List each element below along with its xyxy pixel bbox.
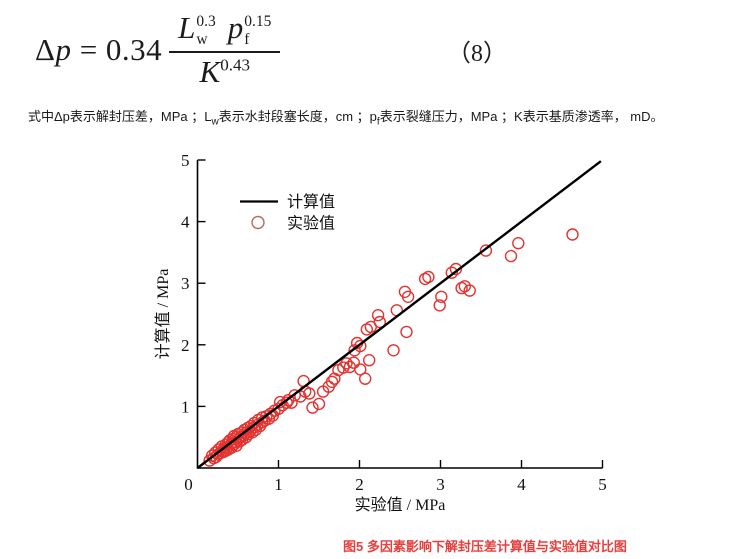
x-tick-label: 5 bbox=[598, 475, 607, 494]
equation-lhs: Δp = 0.34 bbox=[35, 32, 163, 67]
fraction-denominator: K0.43 bbox=[199, 54, 251, 90]
y-tick-label: 3 bbox=[181, 274, 190, 293]
data-point bbox=[400, 325, 413, 339]
x-tick-label: 3 bbox=[436, 475, 445, 494]
x-tick-label: 0 bbox=[184, 475, 193, 494]
y-tick-label: 4 bbox=[181, 213, 190, 232]
data-point bbox=[360, 323, 374, 336]
equation-number: （8） bbox=[447, 41, 507, 67]
axis-spines bbox=[196, 160, 603, 469]
data-point bbox=[387, 344, 400, 357]
scatter-chart: 1 2 3 4 5 0 1 2 3 4 5 实验值 / MPa 计算值 / MPa 计算值实验值 bbox=[150, 140, 620, 530]
data-point bbox=[422, 270, 435, 284]
legend-circle-sample bbox=[251, 215, 265, 230]
data-point bbox=[303, 387, 316, 400]
x-tick-label: 1 bbox=[274, 475, 283, 494]
data-point bbox=[463, 284, 476, 297]
data-point bbox=[371, 308, 385, 322]
data-point bbox=[449, 262, 463, 276]
data-point bbox=[325, 375, 339, 389]
data-point bbox=[479, 244, 493, 257]
data-point bbox=[354, 363, 367, 376]
x-axis-label: 实验值 / MPa bbox=[355, 496, 446, 514]
data-point bbox=[401, 290, 415, 304]
numerator-term: L 0.3 w bbox=[178, 10, 216, 49]
data-point bbox=[358, 372, 372, 385]
equation-8: Δp = 0.34 L 0.3 w p 0.15 f K0.43 bbox=[35, 8, 281, 92]
y-tick-label: 2 bbox=[181, 336, 190, 355]
calculated-line bbox=[196, 160, 602, 469]
data-point bbox=[566, 228, 579, 241]
data-point bbox=[306, 401, 319, 414]
y-tick-label: 5 bbox=[181, 151, 190, 170]
data-point bbox=[280, 396, 293, 409]
data-point bbox=[504, 249, 518, 263]
data-point bbox=[312, 397, 326, 411]
data-point bbox=[512, 236, 525, 250]
data-point bbox=[340, 357, 353, 370]
data-point bbox=[288, 389, 301, 402]
data-point bbox=[328, 372, 341, 385]
y-tick-label: 1 bbox=[181, 397, 190, 416]
data-point bbox=[362, 353, 376, 367]
data-point bbox=[347, 356, 361, 369]
data-point bbox=[445, 266, 458, 279]
data-point bbox=[435, 290, 448, 304]
data-point bbox=[237, 429, 250, 442]
fraction-numerator: L 0.3 w p 0.15 f bbox=[169, 10, 281, 54]
data-point bbox=[373, 315, 387, 329]
y-axis-label: 计算值 / MPa bbox=[153, 269, 172, 360]
figure-caption: 图5 多因素影响下解封压差计算值与实验值对比图 bbox=[343, 539, 627, 554]
numerator-term: p 0.15 f bbox=[227, 10, 272, 49]
data-point bbox=[433, 299, 446, 312]
data-point bbox=[354, 339, 367, 353]
x-tick-label: 4 bbox=[517, 475, 526, 494]
x-tick-label: 2 bbox=[355, 475, 364, 494]
legend-label-experimental: 实验值 bbox=[287, 215, 335, 233]
legend-label-calculated: 计算值 bbox=[287, 192, 335, 211]
data-point bbox=[272, 402, 285, 416]
variable-description: 式中Δp表示解封压差，MPa ；Lw表示水封段塞长度，cm ；pf表示裂缝压力，… bbox=[28, 109, 664, 128]
fraction: L 0.3 w p 0.15 f K0.43 bbox=[169, 10, 281, 90]
